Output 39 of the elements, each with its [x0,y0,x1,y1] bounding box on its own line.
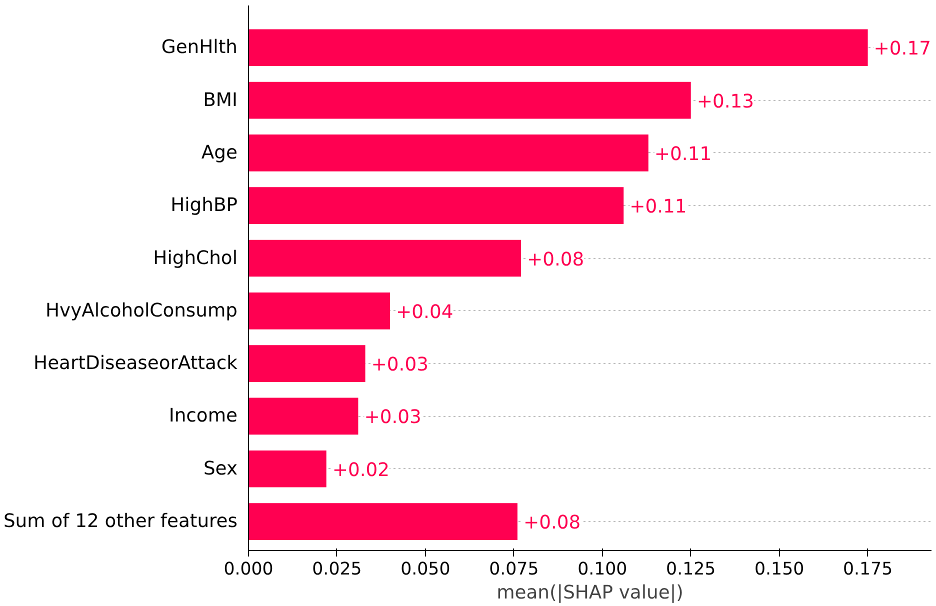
data-label: +0.02 [332,460,390,481]
y-tick-label: BMI [203,90,238,111]
data-label: +0.17 [874,38,931,60]
x-tick-label: 0.175 [842,560,893,580]
y-tick-label: HighBP [170,195,238,216]
x-tick-label: 0.100 [578,560,628,580]
data-label: +0.13 [696,91,754,112]
bar [248,240,521,277]
data-label: +0.08 [526,249,584,270]
x-axis-title: mean(|SHAP value|) [496,582,684,604]
y-tick-label: GenHlth [161,37,238,58]
data-label: +0.11 [654,144,712,165]
bar [248,345,366,382]
data-label: +0.03 [364,407,422,428]
y-tick-label: Sum of 12 other features [3,511,238,532]
y-tick-label: HeartDiseaseorAttack [34,353,238,374]
bar [248,450,326,488]
bar [248,29,868,66]
data-label: +0.03 [371,354,428,376]
y-tick-label: Age [201,142,238,164]
y-tick-label: Sex [203,458,238,480]
bar [248,503,518,540]
x-tick-label: 0.150 [754,560,804,580]
data-label: +0.08 [523,512,581,534]
y-tick-label: HighChol [153,248,238,269]
x-tick-label: 0.075 [489,560,539,580]
bar [248,134,648,172]
x-tick-label: 0.125 [666,560,716,580]
bar [248,187,624,224]
x-tick-label: 0.000 [224,560,274,580]
data-label: +0.11 [630,196,687,218]
x-tick-label: 0.050 [400,560,450,580]
bar [248,82,691,119]
bar [248,398,358,435]
y-tick-label: Income [168,406,238,427]
x-tick-label: 0.025 [312,560,362,580]
bar [248,292,390,330]
y-tick-label: HvyAlcoholConsump [46,300,238,322]
data-label: +0.04 [396,302,454,323]
